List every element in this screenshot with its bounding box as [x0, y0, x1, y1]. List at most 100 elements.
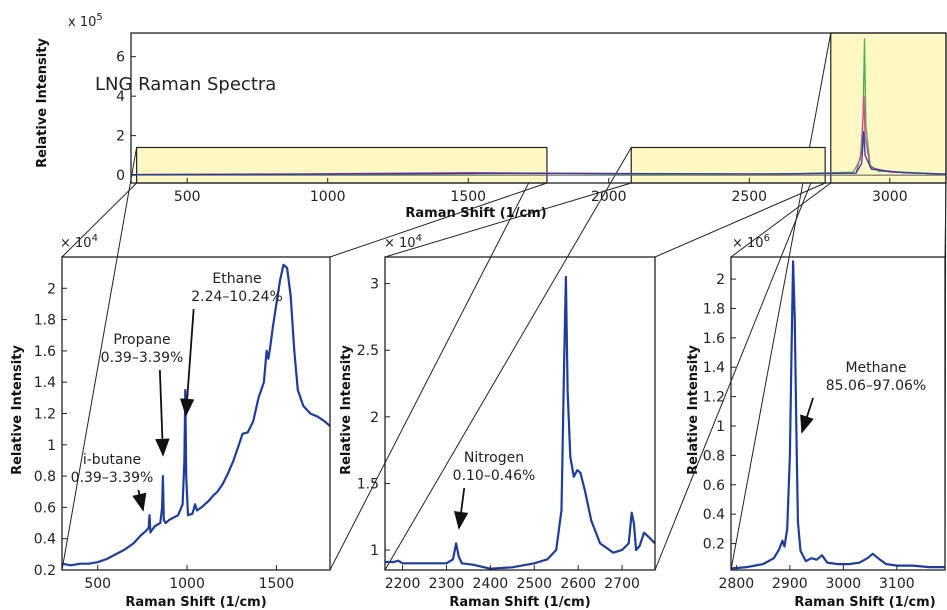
left-zoom-panel: 500 1000 1500 0.2 0.4 0.6 0.8 1 1.2 1.4 1.6 1.8 2 i-… [10, 233, 331, 610]
zoom-connector [329, 182, 548, 258]
x-axis-label: Raman Shift (1/cm) [449, 595, 590, 610]
zoom-connector [654, 182, 826, 258]
y-tick-label: 2 [716, 272, 725, 288]
y-tick-label: 2.5 [357, 343, 379, 359]
y-multiplier-exponent: 5 [96, 12, 102, 23]
annotation-arrow [155, 369, 170, 457]
x-tick-label: 500 [84, 576, 111, 592]
y-tick-label: 1.2 [34, 407, 56, 423]
annotation-range: 85.06–97.06% [826, 378, 926, 394]
series-line [61, 263, 331, 567]
annotation-arrow [453, 487, 469, 530]
y-axis-label: Relative Intensity [35, 38, 50, 168]
x-tick-label: 1500 [450, 189, 486, 205]
middle-zoom-panel: 2200 2300 2400 2500 2600 2700 1 1.5 2 2.5 3 Nitrog… [339, 233, 656, 610]
annotation-range: 0.10–0.46% [453, 468, 536, 484]
y-tick-label: 0.2 [34, 563, 56, 579]
y-tick-label: 0.4 [34, 532, 56, 548]
highlight-regions [136, 32, 947, 184]
annotation-arrow [800, 397, 814, 434]
zoom-connector [329, 147, 548, 571]
y-tick-label: 1.8 [703, 301, 725, 317]
annotation-compound: i-butane [83, 452, 141, 468]
x-tick-label: 2200 [385, 576, 421, 592]
annotation-arrow [179, 308, 195, 417]
axes-frame [130, 32, 947, 184]
y-tick-label: 1.6 [34, 344, 56, 360]
axes: 500 1000 1500 2000 2500 3000 0 2 4 6 [116, 32, 947, 205]
x-tick-label: 2900 [772, 576, 808, 592]
annotation-compound: Ethane [212, 271, 261, 287]
x-tick-label: 2600 [560, 576, 596, 592]
y-tick-label: 0.8 [34, 469, 56, 485]
y-multiplier-base: × 10 [60, 236, 92, 251]
y-tick-label: 0.4 [703, 507, 725, 523]
axes-frame [730, 256, 946, 571]
x-tick-label: 3000 [826, 576, 862, 592]
annotation-label: Methane 85.06–97.06% [826, 360, 926, 394]
annotation-compound: Methane [845, 360, 906, 376]
axes-frame [384, 256, 656, 571]
x-tick-label: 2700 [604, 576, 640, 592]
y-axis-label: Relative Intensity [339, 345, 354, 475]
x-tick-label: 3100 [879, 576, 915, 592]
zoom-connector [61, 147, 138, 571]
y-axis-label: Relative Intensity [686, 345, 701, 475]
annotations: i-butane 0.39–3.39% Propane 0.39–3.39% Ethan… [71, 271, 283, 512]
annotation-label: Nitrogen 0.10–0.46% [453, 450, 536, 484]
y-axis-label: Relative Intensity [10, 345, 25, 475]
y-multiplier-exponent: 6 [764, 233, 770, 244]
highlight-region [830, 32, 947, 184]
annotation-compound: Nitrogen [464, 450, 524, 466]
y-tick-label: 1.6 [703, 331, 725, 347]
x-tick-label: 1000 [310, 189, 346, 205]
annotations: Nitrogen 0.10–0.46% [453, 450, 536, 530]
x-tick-label: 3000 [872, 189, 908, 205]
annotation-range: 0.39–3.39% [71, 470, 154, 486]
y-multiplier: x 105 [68, 12, 103, 30]
y-tick-label: 6 [116, 50, 125, 66]
x-tick-label: 1000 [169, 576, 205, 592]
y-tick-label: 1 [47, 438, 56, 454]
y-tick-label: 3 [370, 277, 379, 293]
annotation-arrow [132, 489, 147, 512]
y-tick-label: 0.6 [703, 478, 725, 494]
axes: 500 1000 1500 0.2 0.4 0.6 0.8 1 1.2 1.4 1.6 1.8 2 [34, 256, 331, 592]
y-multiplier-base: × 10 [732, 236, 764, 251]
highlight-region [136, 146, 548, 184]
y-multiplier-exponent: 4 [416, 233, 422, 244]
y-tick-label: 0.2 [703, 537, 725, 553]
x-axis-label: Raman Shift (1/cm) [405, 206, 546, 221]
x-tick-label: 500 [174, 189, 201, 205]
y-multiplier-exponent: 4 [92, 233, 98, 244]
zoom-connector [654, 147, 826, 571]
x-tick-label: 2400 [473, 576, 509, 592]
x-tick-label: 2000 [591, 189, 627, 205]
y-tick-label: 1.2 [703, 390, 725, 406]
right-zoom-panel: 2800 2900 3000 3100 0.2 0.4 0.6 0.8 1 1.2 1.4 1.6 1.… [686, 233, 946, 610]
plot-area [385, 275, 656, 570]
x-tick-label: 2800 [719, 576, 755, 592]
y-tick-label: 2 [47, 281, 56, 297]
x-tick-label: 2500 [731, 189, 767, 205]
zoom-connector [944, 182, 947, 258]
y-tick-label: 1.8 [34, 313, 56, 329]
y-multiplier: × 104 [384, 233, 422, 251]
y-multiplier-base: × 10 [384, 236, 416, 251]
y-multiplier: × 104 [60, 233, 98, 251]
y-tick-label: 0.6 [34, 500, 56, 516]
annotation-label: Ethane 2.24–10.24% [191, 271, 283, 305]
annotation-label: i-butane 0.39–3.39% [71, 452, 154, 486]
highlight-region [630, 146, 826, 184]
y-tick-label: 1.4 [703, 360, 725, 376]
zoom-connector [730, 32, 832, 571]
plot-area [61, 263, 331, 567]
zoom-connector [730, 182, 832, 258]
x-tick-label: 1500 [259, 576, 295, 592]
y-tick-label: 1 [716, 419, 725, 435]
y-tick-label: 0.8 [703, 448, 725, 464]
x-axis-label: Raman Shift (1/cm) [125, 595, 266, 610]
annotations: Methane 85.06–97.06% [800, 360, 926, 434]
x-tick-label: 2300 [429, 576, 465, 592]
